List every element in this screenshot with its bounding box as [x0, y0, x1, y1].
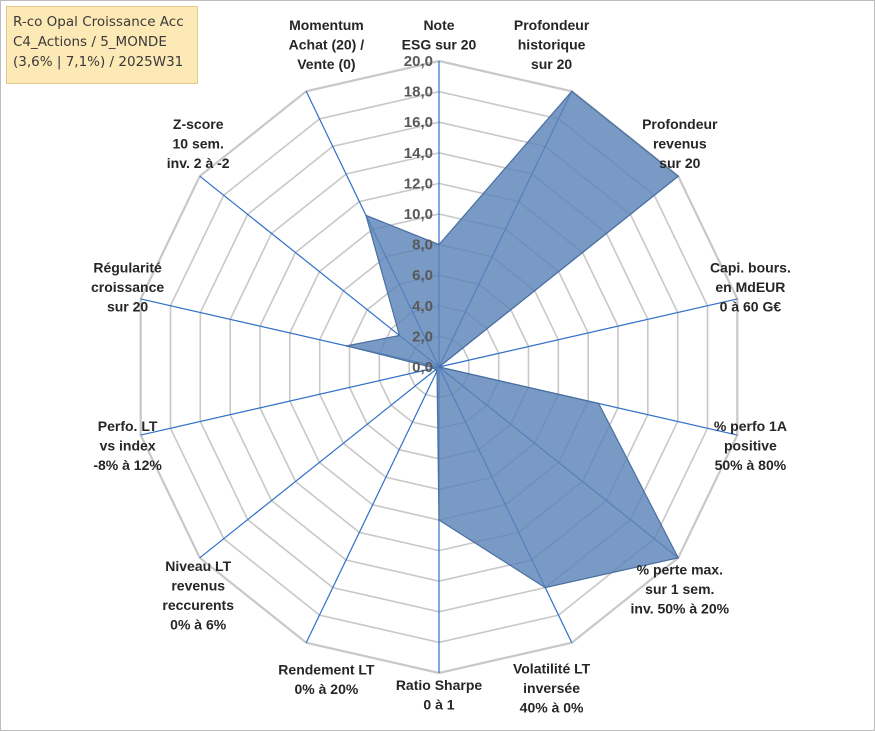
data-point	[544, 586, 546, 589]
tick-label: 12,0	[404, 175, 433, 192]
data-point	[365, 214, 367, 217]
title-line-category: C4_Actions / 5_MONDE	[13, 34, 167, 50]
axis-label: Rendement LT	[278, 662, 375, 678]
tick-label: 20,0	[404, 53, 433, 70]
axis-label: ESG sur 20	[402, 37, 477, 53]
series-area	[346, 90, 680, 589]
axis-label: en MdEUR	[715, 279, 785, 295]
axis-label: Perfo. LT	[98, 418, 158, 434]
radar-tick-labels: 0,0 2,0 4,0 6,0 8,0 10,0 12,0 14,0 16,0 18,0 20,0	[404, 53, 433, 376]
tick-label: 10,0	[404, 206, 433, 223]
axis-label: revenus	[171, 577, 225, 593]
axis-label: Volatilité LT	[513, 661, 591, 677]
radar-series	[345, 90, 680, 589]
axis-label: Régularité	[93, 259, 162, 275]
axis-label: 0% à 20%	[294, 681, 358, 697]
axis-label: 10 sem.	[173, 136, 224, 152]
data-point	[345, 345, 348, 347]
tick-label: 16,0	[404, 114, 433, 131]
tick-label: 8,0	[412, 237, 433, 254]
axis-label: historique	[518, 36, 586, 52]
axis-label: Niveau LT	[165, 558, 231, 574]
axis-label: Profondeur	[642, 116, 718, 132]
axis-label: inv. 50% à 20%	[631, 601, 730, 617]
axis-label: sur 20	[659, 155, 700, 171]
axis-label: Ratio Sharpe	[396, 677, 483, 693]
axis-label: reccurents	[162, 597, 234, 613]
axis-label: inv. 2 à -2	[167, 155, 230, 171]
axis-label: Capi. bours.	[710, 259, 791, 275]
axis-label: Achat (20) /	[289, 36, 365, 52]
axis-label: 0 à 1	[423, 697, 454, 713]
data-point	[571, 90, 573, 93]
axis-label: Vente (0)	[297, 56, 355, 72]
axis-spoke	[305, 366, 440, 643]
data-point	[436, 370, 438, 372]
axis-spoke	[199, 366, 440, 559]
axis-label: sur 20	[107, 298, 148, 314]
axis-label: inversée	[523, 680, 580, 696]
axis-label: sur 1 sem.	[645, 581, 714, 597]
axis-label: Note	[423, 17, 454, 33]
data-point	[677, 175, 679, 177]
axis-label: 0% à 6%	[170, 616, 227, 632]
axis-label: Momentum	[289, 17, 364, 33]
tick-label: 2,0	[412, 328, 433, 345]
axis-label: % perte max.	[637, 562, 723, 578]
axis-label: sur 20	[531, 56, 572, 72]
tick-label: 14,0	[404, 145, 433, 162]
axis-label: positive	[724, 438, 777, 454]
tick-label: 6,0	[412, 267, 433, 284]
axis-label: -8% à 12%	[93, 457, 162, 473]
tick-label: 4,0	[412, 298, 433, 315]
axis-label: croissance	[91, 279, 164, 295]
axis-label: revenus	[653, 136, 707, 152]
data-point	[597, 402, 600, 405]
chart-title-box: R-co Opal Croissance Acc C4_Actions / 5_…	[6, 6, 198, 84]
axis-label: % perfo 1A	[714, 418, 787, 434]
tick-label: 18,0	[404, 84, 433, 101]
data-point	[438, 243, 440, 246]
tick-label: 0,0	[412, 359, 433, 376]
axis-spoke	[140, 366, 440, 436]
data-point	[433, 367, 436, 369]
axis-label: Z-score	[173, 116, 224, 132]
axis-label: 0 à 60 G€	[720, 298, 782, 314]
data-point	[677, 557, 679, 559]
axis-label: vs index	[100, 438, 156, 454]
axis-spoke	[438, 298, 738, 368]
data-point	[438, 366, 440, 368]
axis-label: Profondeur	[514, 17, 590, 33]
data-point	[438, 519, 440, 521]
title-line-fund: R-co Opal Croissance Acc	[13, 14, 184, 30]
title-line-stats: (3,6% | 7,1%) / 2025W31	[13, 54, 184, 70]
data-point	[434, 369, 437, 371]
axis-label: 50% à 80%	[715, 457, 787, 473]
radar-axis-labels: Note ESG sur 20 Profondeur historique sur 20…	[91, 17, 791, 716]
axis-label: 40% à 0%	[520, 700, 584, 716]
data-point	[398, 334, 401, 337]
